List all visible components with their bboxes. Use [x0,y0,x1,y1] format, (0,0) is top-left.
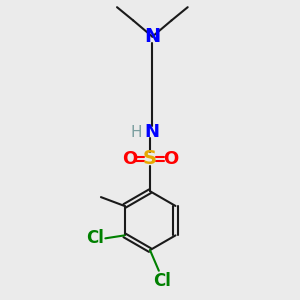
Text: S: S [143,149,157,168]
Text: Cl: Cl [86,229,104,247]
Text: O: O [163,150,178,168]
Text: O: O [122,150,137,168]
Text: Cl: Cl [153,272,171,290]
Text: N: N [144,27,160,46]
Text: N: N [145,123,160,141]
Text: H: H [131,125,142,140]
